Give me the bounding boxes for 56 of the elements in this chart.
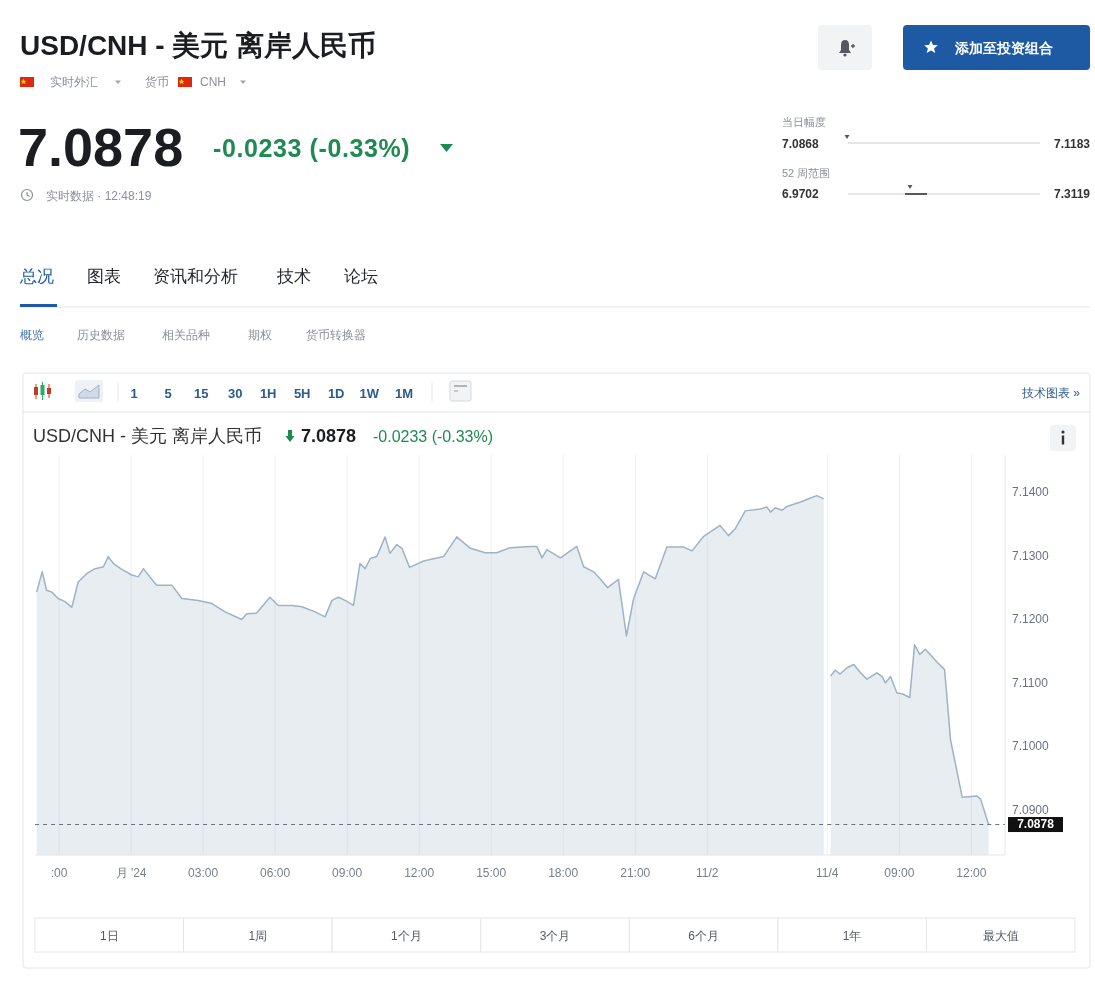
chart-title: USD/CNH - 美元 离岸人民币: [33, 426, 262, 446]
text: 论坛: [344, 267, 378, 286]
text: CNH: [200, 75, 226, 89]
text: 7.0878: [18, 117, 184, 177]
x-tick-label: 18:00: [548, 866, 579, 880]
x-tick-label: :00: [50, 866, 68, 880]
text: 最大值: [982, 929, 1019, 943]
x-tick-label: 月 '24: [115, 866, 147, 880]
text: 7.3119: [1053, 187, 1091, 201]
x-tick-label: 12:00: [404, 866, 435, 880]
y-tick-label: 7.1300: [1012, 548, 1050, 563]
x-tick-label: 12:00: [956, 866, 987, 880]
text: 1日: [99, 929, 119, 943]
text: 实时外汇: [50, 75, 98, 89]
x-tick-label: 03:00: [188, 866, 219, 880]
ref-line-label: 7.0878: [1017, 816, 1055, 831]
text: 6.9702: [782, 187, 820, 201]
text: 1周: [248, 929, 268, 943]
text: 7.0868: [782, 137, 820, 151]
text: 1年: [842, 929, 862, 943]
x-tick-label: 21:00: [620, 866, 651, 880]
text: 期权: [248, 328, 272, 342]
x-tick-label: 06:00: [260, 866, 291, 880]
text: 52 周范围: [782, 167, 831, 179]
y-tick-label: 7.1000: [1012, 739, 1050, 754]
text: 货币: [145, 75, 169, 89]
x-tick-label: 09:00: [884, 866, 915, 880]
text: 7.0878: [301, 426, 357, 446]
y-tick-label: 7.1100: [1012, 675, 1049, 690]
text: 概览: [20, 328, 44, 342]
y-tick-label: 7.0900: [1012, 802, 1050, 817]
text: 图表: [87, 267, 121, 286]
text: 6个月: [688, 929, 719, 943]
text: 7.1183: [1053, 137, 1091, 151]
text: 相关品种: [162, 328, 210, 342]
text: 历史数据: [77, 328, 125, 342]
x-tick-label: 15:00: [476, 866, 507, 880]
text: 货币转换器: [306, 328, 366, 342]
x-tick-label: 11/4: [816, 866, 839, 880]
text: 总况: [19, 267, 54, 286]
y-tick-label: 7.1200: [1012, 612, 1050, 627]
text: 技术图表 »: [1020, 386, 1081, 400]
text: 当日幅度: [782, 116, 826, 128]
text: 资讯和分析: [153, 267, 238, 286]
text: USD/CNH - 美元 离岸人民币: [20, 30, 377, 61]
x-tick-label: 11/2: [696, 866, 719, 880]
text: 1个月: [391, 929, 422, 943]
x-tick-label: 09:00: [332, 866, 363, 880]
y-tick-label: 7.1400: [1012, 485, 1050, 500]
text: 3个月: [539, 929, 571, 943]
text: -0.0233 (-0.33%): [213, 134, 411, 162]
text: -0.0233 (-0.33%): [373, 428, 494, 445]
text: 实时数据 · 12:48:19: [46, 189, 152, 203]
text: 1 5 15 30 1H 5H 1D 1W 1M: [130, 386, 414, 401]
text: 技术: [276, 267, 311, 286]
text: 添加至投资组合: [954, 40, 1053, 56]
